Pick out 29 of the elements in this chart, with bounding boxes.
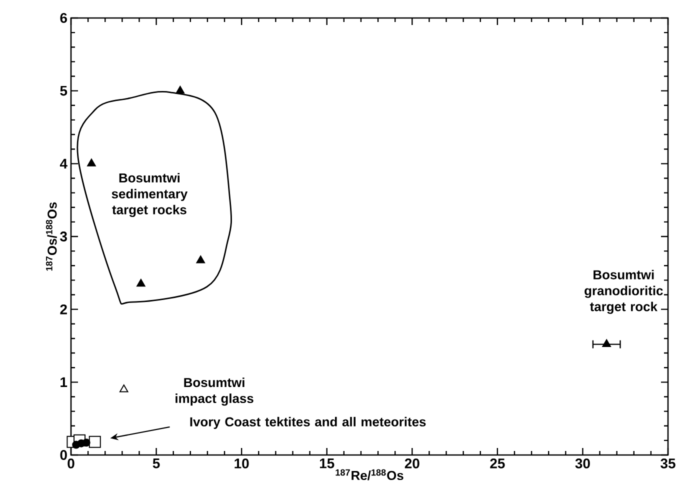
x-tick-label: 30 [575,458,590,468]
point [82,438,90,447]
x-tick-label: 5 [152,458,160,468]
point [136,278,146,287]
point [87,158,96,166]
x-tick-label: 10 [234,458,249,468]
y-tick-label: 3 [60,232,67,242]
x-axis-title: $^{187}$Re/$^{188}$Os [336,469,404,480]
point [119,384,128,392]
y-tick-label: 2 [60,304,67,314]
y-tick-label: 6 [60,13,67,23]
annotation: Ivory Coast tektites and all meteorites [190,416,426,429]
annotation: Bosumtwi sedimentary target rocks [112,172,188,217]
y-tick-label: 4 [60,158,68,168]
y-tick-label: 0 [60,450,67,460]
y-tick-label: 1 [60,377,68,387]
y-tick-label: 5 [60,86,68,96]
point [196,256,206,264]
point [602,339,611,348]
y-axis-title: $^{187}$Os/$^{188}$Os [46,202,57,271]
annotation: Bosumtwi granodioritic target rock [584,270,663,314]
point [88,436,101,448]
x-tick-label: 25 [490,458,505,468]
point [176,86,185,94]
annotation: Bosumtwi impact glass [176,378,254,406]
x-tick-label: 35 [660,458,676,468]
x-tick-label: 15 [320,458,334,468]
x-tick-label: 20 [404,458,420,468]
x-tick-label: 0 [68,458,74,468]
